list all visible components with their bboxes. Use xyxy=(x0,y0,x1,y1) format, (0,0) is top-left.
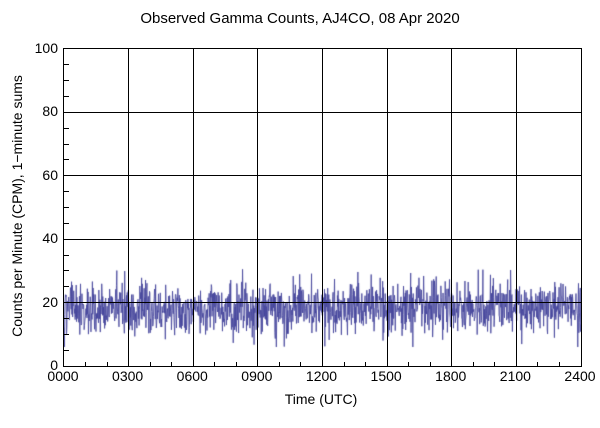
y-minor-tick xyxy=(64,159,69,161)
y-minor-tick xyxy=(64,270,69,272)
y-minor-tick xyxy=(64,286,69,288)
y-minor-tick xyxy=(64,349,69,351)
y-minor-tick xyxy=(64,317,69,319)
chart-title: Observed Gamma Counts, AJ4CO, 08 Apr 202… xyxy=(140,10,460,27)
x-tick-label: 0300 xyxy=(112,368,144,384)
x-minor-tick xyxy=(537,362,539,366)
y-tick-label: 80 xyxy=(42,103,58,120)
x-tick-label: 1800 xyxy=(435,368,467,384)
gridline-vertical xyxy=(257,49,259,366)
x-minor-tick xyxy=(494,362,496,366)
x-tick-label: 1500 xyxy=(370,368,402,384)
x-major-tick xyxy=(128,359,130,366)
gridline-vertical xyxy=(128,49,130,366)
x-minor-tick xyxy=(171,362,173,366)
y-minor-tick xyxy=(64,143,69,145)
x-tick-label: 2400 xyxy=(564,368,596,384)
x-axis-title: Time (UTC) xyxy=(284,391,358,407)
gridline-vertical xyxy=(192,49,194,366)
x-major-tick xyxy=(451,359,453,366)
gridline-vertical xyxy=(322,49,323,366)
y-minor-tick xyxy=(64,254,69,256)
y-tick-label: 60 xyxy=(42,166,58,183)
x-minor-tick xyxy=(429,362,431,366)
y-minor-tick xyxy=(64,80,69,82)
x-minor-tick xyxy=(343,362,345,366)
gridline-vertical xyxy=(386,49,388,366)
gridline-vertical xyxy=(515,49,517,366)
y-minor-tick xyxy=(64,191,69,193)
x-minor-tick xyxy=(106,362,108,366)
y-minor-tick xyxy=(64,207,69,208)
y-tick-label: 20 xyxy=(42,293,58,310)
x-tick-label: 0900 xyxy=(241,368,273,384)
x-minor-tick xyxy=(214,362,216,366)
x-minor-tick xyxy=(235,362,237,366)
x-major-tick xyxy=(515,359,517,366)
y-tick-label: 40 xyxy=(42,230,58,247)
x-major-tick xyxy=(386,359,388,366)
x-minor-tick xyxy=(149,362,151,366)
x-tick-label: 1200 xyxy=(305,368,338,384)
x-minor-tick xyxy=(278,362,280,366)
y-minor-tick xyxy=(64,64,69,66)
x-major-tick xyxy=(257,359,259,366)
y-tick-label: 100 xyxy=(34,40,58,56)
plot-area xyxy=(63,48,582,367)
x-minor-tick xyxy=(85,362,87,366)
x-tick-label: 0600 xyxy=(176,368,208,384)
x-minor-tick xyxy=(300,362,302,366)
gridline-vertical xyxy=(451,49,453,366)
x-tick-label: 0000 xyxy=(47,368,79,384)
x-major-tick xyxy=(322,359,323,366)
x-minor-tick xyxy=(365,362,367,366)
y-minor-tick xyxy=(64,222,69,224)
x-major-tick xyxy=(192,359,194,366)
y-minor-tick xyxy=(64,96,69,98)
y-minor-tick xyxy=(64,333,69,335)
x-minor-tick xyxy=(472,362,474,366)
x-minor-tick xyxy=(558,362,560,366)
x-minor-tick xyxy=(408,362,410,366)
y-tick-label: 0 xyxy=(50,357,58,373)
x-tick-label: 2100 xyxy=(499,368,531,384)
y-minor-tick xyxy=(64,127,69,129)
